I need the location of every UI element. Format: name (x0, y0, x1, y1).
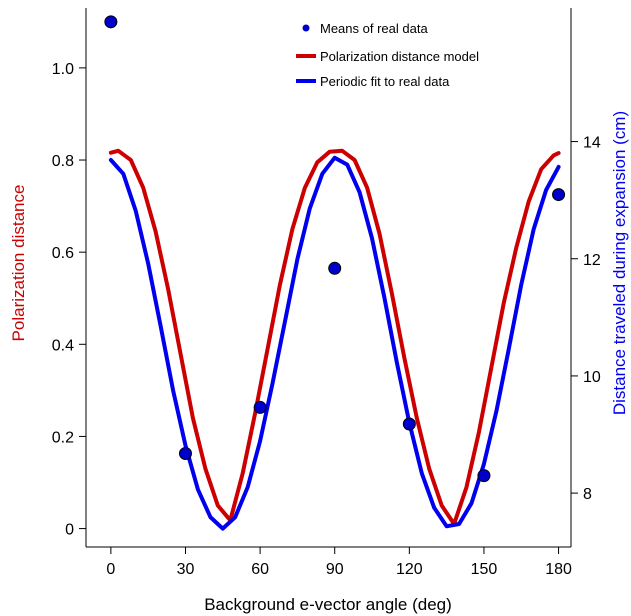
legend: Means of real data Polarization distance… (296, 21, 479, 89)
y-right-tick-label: 12 (583, 252, 601, 269)
x-tick-label: 150 (471, 561, 498, 578)
y-axis-left-label: Polarization distance (9, 185, 28, 342)
legend-label-fit: Periodic fit to real data (320, 74, 450, 89)
legend-label-means: Means of real data (320, 21, 428, 36)
y-left-tick-label: 0.4 (52, 337, 74, 354)
data-point (552, 188, 566, 202)
x-axis-label: Background e-vector angle (deg) (204, 595, 452, 614)
x-tick-label: 180 (545, 561, 572, 578)
y-left-tick-label: 0 (65, 522, 74, 539)
y-left-tick-label: 0.2 (52, 429, 74, 446)
y-left-tick-label: 0.6 (52, 245, 74, 262)
data-point (253, 400, 267, 414)
series-line-periodic-fit (108, 155, 561, 531)
plot-area (85, 8, 572, 548)
data-point (178, 446, 192, 460)
x-tick-label: 120 (396, 561, 423, 578)
y-axis-right-label: Distance traveled during expansion (cm) (610, 111, 629, 415)
y-right-tick-label: 10 (583, 369, 601, 386)
y-left-tick-label: 0.8 (52, 153, 74, 170)
data-point (402, 417, 416, 431)
y-right-tick-label: 14 (583, 135, 601, 152)
x-tick-label: 0 (106, 561, 115, 578)
y-left-tick-label: 1.0 (52, 61, 74, 78)
legend-marker-means (302, 24, 310, 32)
y-right-ticks: 8 10 12 14 (571, 135, 601, 503)
data-point (104, 15, 118, 29)
legend-label-model: Polarization distance model (320, 49, 479, 64)
x-tick-label: 30 (177, 561, 195, 578)
series-layer (104, 15, 566, 531)
y-right-tick-label: 8 (583, 486, 592, 503)
x-tick-label: 90 (326, 561, 344, 578)
x-ticks: 0 30 60 90 120 150 180 (106, 547, 572, 578)
data-point (328, 261, 342, 275)
data-point (477, 469, 491, 483)
series-line-polarization-model (108, 148, 561, 526)
x-tick-label: 60 (251, 561, 269, 578)
y-left-ticks: 0 0.2 0.4 0.6 0.8 1.0 (52, 61, 86, 539)
